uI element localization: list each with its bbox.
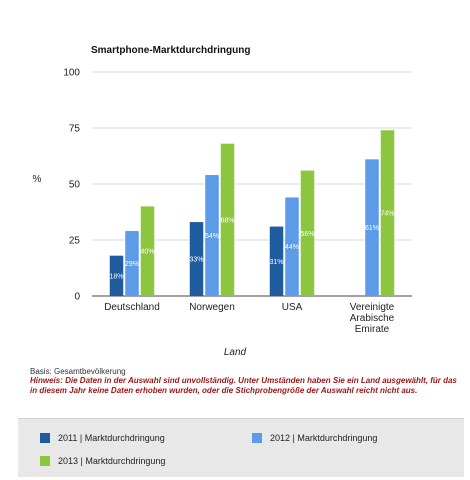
x-tick-label-2-0: USA	[282, 302, 303, 313]
x-tick-label-3-1: Arabische	[350, 313, 395, 324]
bar-2-2[interactable]	[300, 170, 315, 296]
data-label-1-2: 44%	[285, 244, 299, 251]
legend-label-2012: 2012 | Marktdurchdringung	[270, 433, 378, 443]
bar-2-0[interactable]	[140, 206, 155, 296]
data-label-2-3: 74%	[380, 211, 394, 218]
bars	[109, 130, 395, 296]
x-tick-label-1-0: Norwegen	[189, 302, 235, 313]
bar-1-1[interactable]	[205, 175, 219, 296]
data-label-1-0: 29%	[125, 261, 139, 268]
y-tick-label: 100	[63, 68, 80, 79]
legend-item-2011[interactable]: 2011 | Marktdurchdringung	[40, 433, 165, 443]
legend-label-2011: 2011 | Marktdurchdringung	[58, 433, 165, 443]
x-tick-label-3-2: Emirate	[355, 324, 390, 335]
data-labels: 18%29%40% 33% 54% 68% 31% 44%56% 61%74%	[109, 211, 394, 281]
legend-label-2013: 2013 | Marktdurchdringung	[58, 456, 166, 466]
bar-2-1[interactable]	[220, 143, 235, 296]
chart-area: Smartphone-Marktdurchdringung 0 25 50 75 100…	[33, 45, 412, 358]
y-tick-label: 50	[69, 180, 81, 191]
y-tick-label: 25	[69, 236, 81, 247]
legend-swatch-2011	[40, 433, 50, 443]
data-label-2-1: 68%	[220, 217, 234, 224]
bar-0-1[interactable]	[189, 222, 204, 296]
data-label-0-0: 18%	[109, 273, 123, 280]
bar-2-3[interactable]	[380, 130, 395, 296]
data-label-2-0: 40%	[140, 249, 154, 256]
x-axis-title: Land	[224, 347, 247, 358]
legend: 2011 | Marktdurchdringung 2012 | Marktdu…	[18, 418, 464, 477]
data-label-2-2: 56%	[300, 231, 314, 238]
legend-item-2012[interactable]: 2012 | Marktdurchdringung	[252, 433, 377, 443]
bar-0-0[interactable]	[109, 255, 124, 296]
legend-swatch-2012	[252, 433, 262, 443]
basis-note: Basis: Gesamtbevölkerung	[30, 367, 126, 376]
data-label-0-2: 31%	[269, 259, 283, 266]
bar-1-2[interactable]	[285, 197, 299, 296]
y-axis-ticks: 0 25 50 75 100	[63, 68, 80, 303]
chart-title: Smartphone-Marktdurchdringung	[91, 45, 250, 56]
data-label-1-3: 61%	[365, 225, 379, 232]
legend-swatch-2013	[40, 456, 50, 466]
x-tick-label-3-0: Vereinigte	[350, 302, 395, 313]
y-axis-title: %	[33, 174, 42, 185]
x-axis-ticks: Deutschland Norwegen USA VereinigteArabisch…	[104, 302, 394, 335]
hint-note: Hinweis: Die Daten in der Auswahl sind u…	[30, 376, 457, 395]
y-tick-label: 75	[69, 124, 81, 135]
bar-1-3[interactable]	[365, 159, 379, 296]
data-label-0-1: 33%	[189, 257, 203, 264]
grid	[92, 71, 412, 297]
bar-0-2[interactable]	[269, 226, 284, 296]
legend-item-2013[interactable]: 2013 | Marktdurchdringung	[40, 456, 165, 466]
x-tick-label-0-0: Deutschland	[104, 302, 160, 313]
data-label-1-1: 54%	[205, 233, 219, 240]
bar-1-0[interactable]	[125, 231, 139, 296]
y-tick-label: 0	[74, 292, 80, 303]
